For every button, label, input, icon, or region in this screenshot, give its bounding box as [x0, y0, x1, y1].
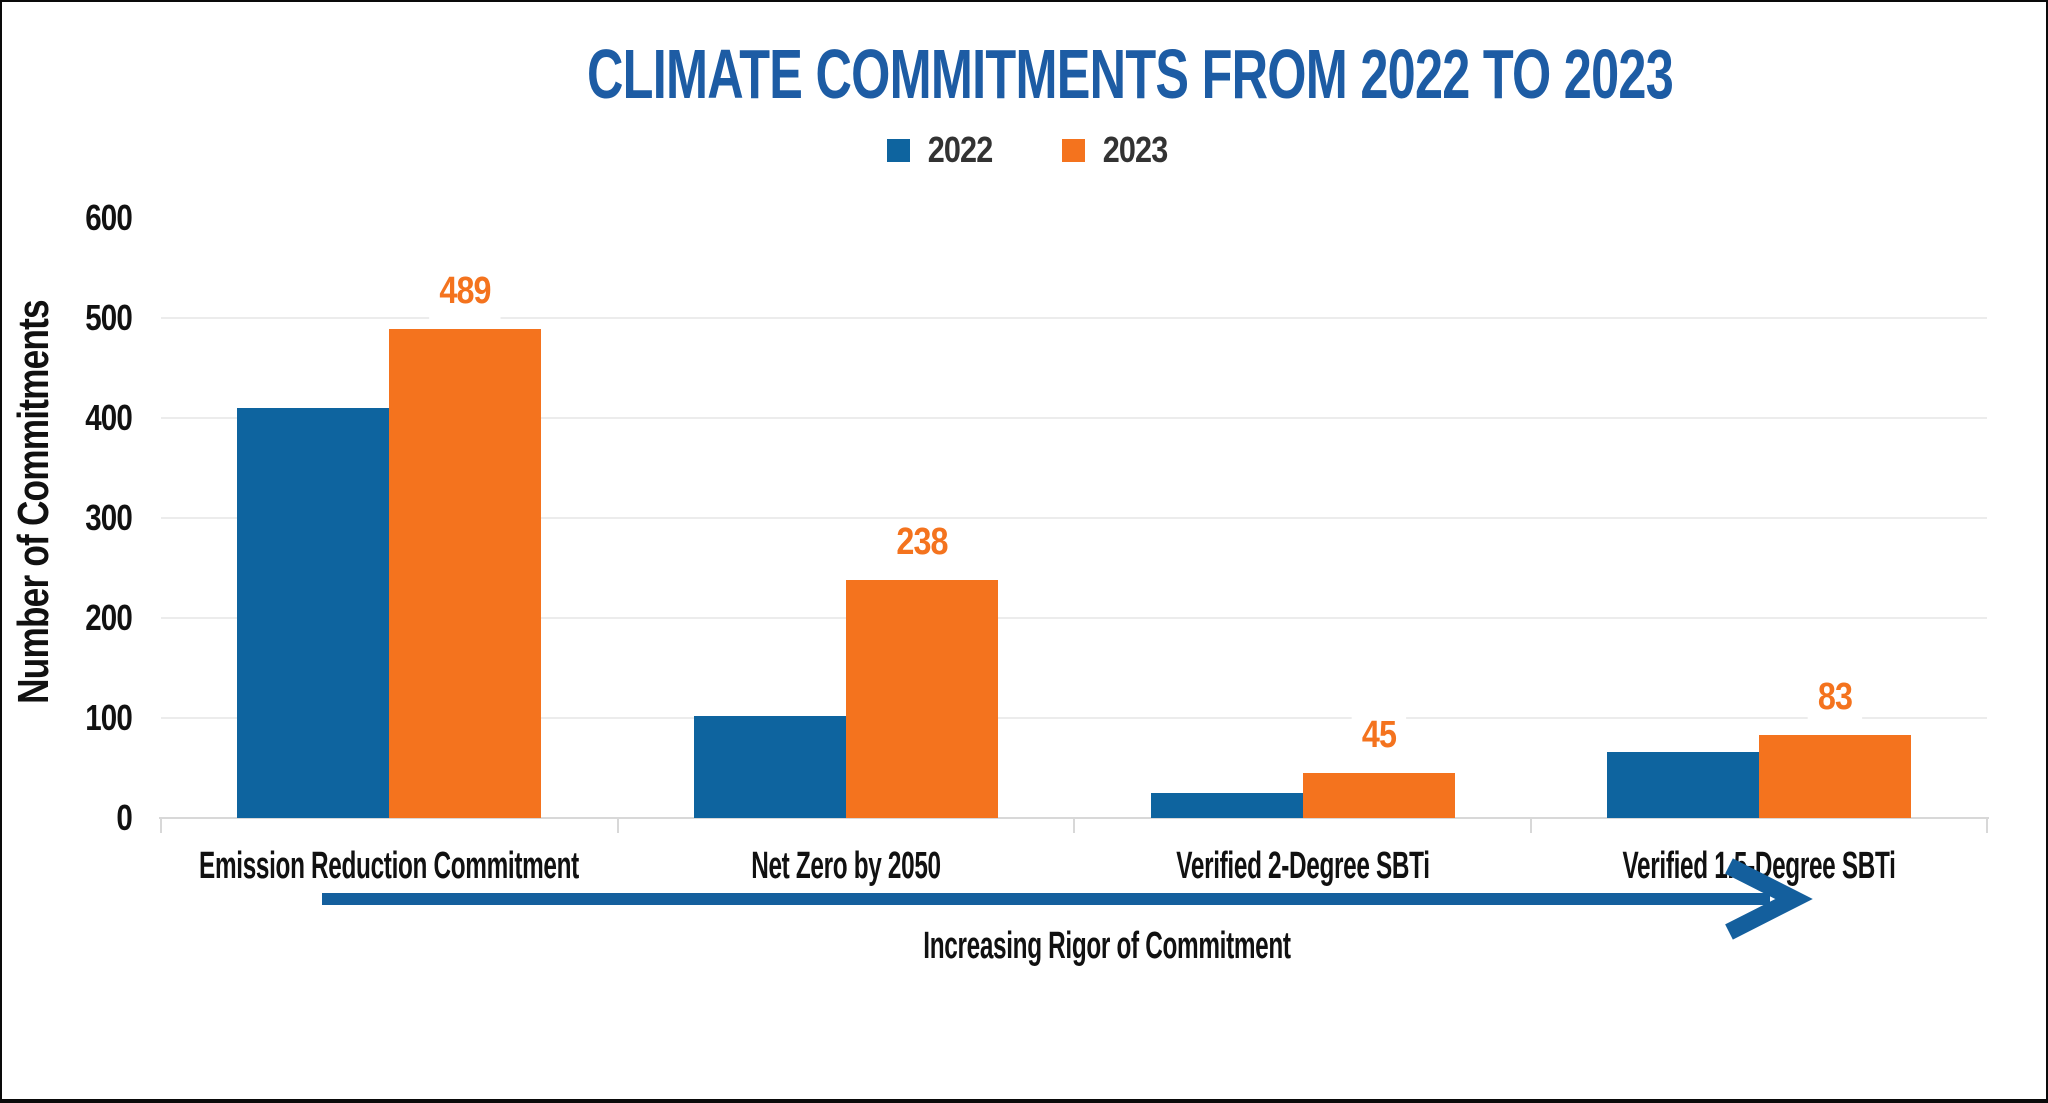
- bar-2022-3: [1607, 752, 1760, 818]
- gridline-200: [161, 617, 1987, 619]
- bar-2023-2: [1302, 773, 1455, 818]
- legend-swatch-2022: [886, 138, 910, 162]
- gridline-400: [161, 417, 1987, 419]
- legend-item-2023: 2023: [1062, 132, 1173, 168]
- increasing-rigor-arrow: [322, 858, 1813, 940]
- y-tick-label-300: 300: [85, 497, 133, 538]
- y-tick-label-500: 500: [85, 297, 133, 338]
- x-axis-tick: [160, 818, 162, 833]
- legend-label-2023: 2023: [1102, 129, 1169, 170]
- bar-2023-0: [389, 329, 542, 818]
- gridline-300: [161, 517, 1987, 519]
- category-label-1: Net Zero by 2050: [751, 845, 941, 887]
- y-tick-label-100: 100: [85, 697, 133, 738]
- x-axis-tick: [1529, 818, 1532, 833]
- legend-item-2022: 2022: [886, 129, 998, 170]
- legend-swatch-2023: [1062, 138, 1085, 162]
- y-tick-label-200: 200: [85, 597, 133, 638]
- value-label-3: 83: [1807, 675, 1863, 725]
- bar-2023-3: [1759, 735, 1912, 818]
- arrow-annotation: Increasing Rigor of Commitment: [923, 925, 1291, 967]
- category-label-0: Emission Reduction Commitment: [199, 845, 580, 887]
- gridline-500: [161, 317, 1987, 319]
- bar-2022-2: [1150, 793, 1303, 818]
- gridline-100: [161, 717, 1987, 719]
- arrow-head-icon: [1725, 858, 1813, 940]
- x-axis-tick: [1073, 818, 1076, 833]
- arrow-shaft: [322, 893, 1770, 905]
- bar-2022-0: [237, 408, 390, 818]
- value-label-1: 238: [886, 520, 958, 570]
- bar-2022-1: [693, 716, 846, 818]
- value-label-0: 489: [429, 269, 502, 319]
- category-label-2: Verified 2-Degree SBTi: [1175, 845, 1430, 887]
- y-tick-label-0: 0: [116, 797, 132, 838]
- value-label-2: 45: [1351, 713, 1406, 763]
- x-axis-tick: [616, 818, 619, 833]
- chart-title: CLIMATE COMMITMENTS FROM 2022 TO 2023: [586, 35, 1674, 113]
- y-tick-label-600: 600: [85, 197, 133, 238]
- legend-label-2022: 2022: [927, 129, 994, 170]
- x-axis-tick: [1986, 818, 1989, 833]
- chart-legend: 2022 2023: [8, 129, 2046, 170]
- y-tick-label-400: 400: [85, 397, 133, 438]
- bar-2023-1: [845, 580, 998, 818]
